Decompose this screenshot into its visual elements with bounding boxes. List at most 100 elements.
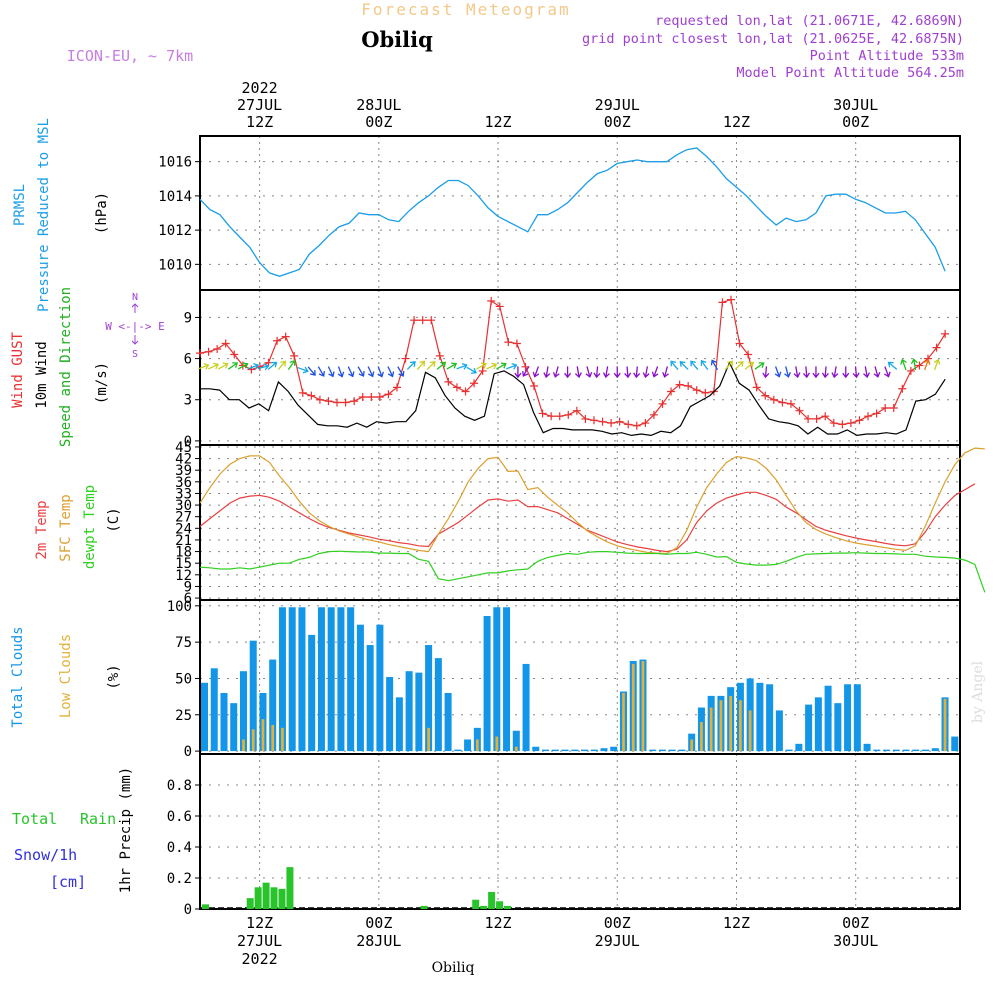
wind-direction-arrow [307,366,316,376]
wind-direction-arrow [774,366,782,378]
total-clouds-bar [278,607,286,752]
wind-gust-marker [196,349,204,358]
wind-direction-arrow [662,366,669,378]
low-clouds-bar [631,663,635,752]
wind-direction-arrow [227,362,239,370]
wind-gust-marker [581,414,590,423]
wind-gust-marker [829,419,838,428]
axis-date-label: 28JUL [356,96,401,114]
wind-direction-arrow [426,361,436,370]
y-tick-label: 12 [175,568,192,584]
wind-gust-marker [410,316,419,325]
y-tick-label: 25 [175,708,192,724]
axis-hour-label: 12Z [723,113,750,131]
wind-direction-arrow [679,361,689,370]
model-label: ICON-EU, ~ 7km [67,47,193,65]
low-clouds-bar [495,736,499,752]
wind-direction-arrow [802,366,810,379]
total-clouds-bar [347,607,355,752]
prmsl-label: PRMSL [12,184,28,226]
wind-gust-marker [804,414,813,423]
rain-bar [246,898,254,909]
credit-watermark: by Angel [970,660,986,723]
total-clouds-bar [201,682,209,752]
temp-2m-label: 2m Temp [34,500,50,559]
wind-gust-marker [538,409,547,418]
wind-gust-marker [607,419,616,428]
wind-gust-marker [889,403,898,412]
total-clouds-bar [756,682,764,752]
panel-frame [199,753,961,910]
total-clouds-bar [853,684,861,752]
wind-direction-arrow [831,366,839,379]
wind-direction-arrow [812,366,820,379]
wind-direction-arrow [923,358,931,371]
wind-gust-marker [735,339,744,348]
low-clouds-bar [729,695,733,752]
wind-direction-arrow [651,366,659,378]
wind-gust-marker [684,382,693,391]
wind-gust-marker [898,384,907,393]
total-clouds-bar [610,746,618,752]
wind-gust-marker [821,412,830,421]
point-altitude: Point Altitude 533m [810,48,964,64]
wind-direction-arrow [585,366,593,378]
rain-bar [480,905,488,909]
wind-direction-arrow [910,358,918,371]
wind-gust-marker [487,296,496,305]
wind-direction-arrow [436,361,447,370]
requested-coords: requested lon,lat (21.0671E, 42.6869N) [655,13,964,29]
wind-gust-marker [786,399,795,408]
total-clouds-bar [912,749,920,752]
total-clouds-bar [512,730,520,752]
wind-direction-arrow [852,366,860,379]
total-clouds-bar [444,692,452,752]
wind-gust-marker [641,419,650,428]
total-clouds-bar [668,749,676,752]
y-tick-label: 1012 [158,223,192,239]
total-clouds-bar [542,749,550,752]
wind-direction-arrow [690,360,699,370]
precip-panel: 0 0.2 0.4 0.6 0.8 [167,753,961,918]
wind-direction-arrow [317,366,325,377]
wind-gust-marker [838,420,847,429]
wind-direction-arrow [377,366,384,378]
pressure-panel: 1010 1012 1014 1016 [158,135,961,291]
wind-gust-marker [718,298,727,307]
total-clouds-bar [425,645,433,752]
total-clouds-bar [337,607,345,752]
total-clouds-bar [658,749,666,752]
wind-direction-arrow [642,366,650,379]
total-clouds-bar [503,607,511,752]
axis-date-label: 30JUL [833,932,878,950]
total-clouds-bar [805,704,813,752]
temp-dewpt-label: dewpt Temp [82,485,98,569]
wind-direction-arrow [446,362,458,370]
rain-bar [504,905,511,909]
axis-year-label: 2022 [242,950,278,968]
wind-direction-arrow [367,366,375,378]
wind-gust-marker [367,392,376,401]
total-clouds-bar [844,684,852,752]
low-clouds-bar [739,700,742,752]
total-clouds-bar [415,672,423,752]
wind-gust-marker [333,398,342,407]
total-clouds-bar [376,624,384,752]
wind-gust-marker [932,343,941,352]
wind-direction-arrow [237,362,249,370]
wind-direction-arrow [734,361,744,370]
wind-gust-marker [427,316,436,325]
rain-bar [488,891,496,909]
axis-hour-label: 00Z [604,914,631,932]
wind-direction-arrow [754,362,765,370]
wind-speed-dir-label: Speed and Direction [58,287,74,447]
wind-10m-label: 10m Wind [34,341,50,408]
wind-gust-marker [941,329,950,338]
total-clouds-bar [288,607,296,752]
total-clouds-bar [230,703,238,752]
wind-direction-arrow [247,363,260,370]
y-tick-label: 9 [184,310,192,326]
wind-gust-marker [632,421,641,430]
total-clouds-bar [551,749,559,752]
